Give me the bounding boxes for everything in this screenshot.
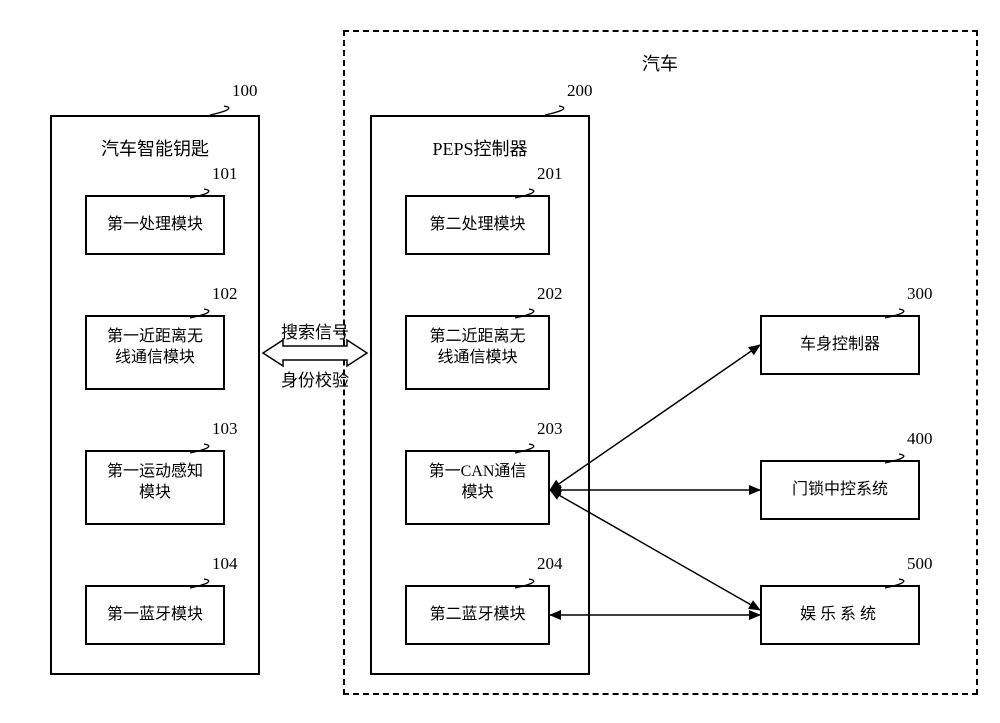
peps-title: PEPS控制器: [370, 135, 590, 161]
arrow-label-bottom: 身份校验: [260, 370, 370, 392]
module-101-label: 第一处理模块: [85, 215, 225, 236]
module-202-label: 第二近距离无 线通信模块: [405, 327, 550, 369]
module-203-label: 第一CAN通信 模块: [405, 462, 550, 504]
smart-key-title: 汽车智能钥匙: [50, 135, 260, 161]
arrow-label-top: 搜索信号: [260, 322, 370, 344]
ext-300-label: 车身控制器: [760, 335, 920, 356]
module-201-label: 第二处理模块: [405, 215, 550, 236]
svg-text:100: 100: [232, 81, 258, 100]
module-204-label: 第二蓝牙模块: [405, 605, 550, 626]
module-104-label: 第一蓝牙模块: [85, 605, 225, 626]
ext-400-label: 门锁中控系统: [760, 480, 920, 501]
diagram-canvas: { "canvas": { "width": 1000, "height": 7…: [0, 0, 1000, 723]
ext-500-label: 娱乐系统: [760, 605, 920, 626]
car-title: 汽车: [600, 50, 720, 76]
module-102-label: 第一近距离无 线通信模块: [85, 327, 225, 369]
module-103-label: 第一运动感知 模块: [85, 462, 225, 504]
